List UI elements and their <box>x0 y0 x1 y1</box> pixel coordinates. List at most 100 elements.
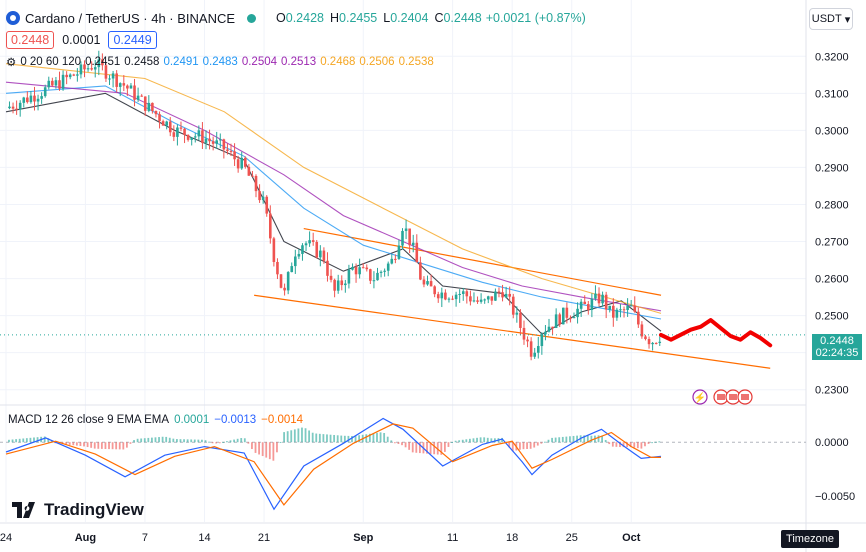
ohlc-close-value: 0.2448 <box>443 11 482 25</box>
candle-body <box>336 280 340 291</box>
macd-histogram-bar <box>426 442 428 454</box>
macd-histogram-bar <box>236 438 239 443</box>
moving-average-line <box>5 63 662 314</box>
buy-price-button[interactable]: 0.2449 <box>108 31 157 49</box>
macd-histogram-bar <box>243 438 246 443</box>
macd-histogram-bar <box>158 437 160 443</box>
candle-body <box>347 269 351 284</box>
candle-body <box>494 291 497 301</box>
macd-histogram-bar <box>47 438 50 443</box>
candle-body <box>22 97 26 103</box>
currency-select[interactable]: USDT ▾ <box>809 8 853 30</box>
candle-body <box>476 300 479 302</box>
candle-body <box>215 140 219 144</box>
market-open-icon <box>247 13 257 23</box>
ohlc-close-key: C <box>434 11 444 25</box>
candle-body <box>236 159 240 169</box>
macd-histogram-bar <box>304 428 307 443</box>
macd-y-tick-label: −0.0050 <box>815 491 855 503</box>
macd-histogram-bar <box>240 438 243 443</box>
candle-body <box>351 266 354 270</box>
macd-histogram-bar <box>393 442 396 444</box>
candle-body <box>472 300 476 302</box>
macd-histogram-bar <box>379 432 382 443</box>
candle-body <box>647 339 651 345</box>
macd-histogram-bar <box>347 435 350 443</box>
candle-body <box>218 139 222 141</box>
candle-body <box>222 139 226 150</box>
y-tick-label: 0.2300 <box>815 385 849 397</box>
macd-histogram-bar <box>376 432 378 443</box>
candle-body <box>93 67 97 70</box>
macd-histogram-bar <box>329 434 332 443</box>
macd-histogram-bar <box>247 442 250 444</box>
y-tick-label: 0.3200 <box>815 51 849 63</box>
candle-body <box>586 304 590 310</box>
macd-histogram-bar <box>440 442 443 455</box>
macd-histogram-bar <box>90 442 93 448</box>
macd-histogram-bar <box>268 442 271 460</box>
macd-histogram-bar <box>36 437 39 443</box>
y-tick-label: 0.2800 <box>815 199 849 211</box>
candle-body <box>261 196 265 201</box>
macd-histogram-bar <box>576 435 578 443</box>
candle-body <box>422 279 426 285</box>
candle-body <box>622 309 626 311</box>
macd-histogram-bar <box>43 436 46 443</box>
macd-histogram-bar <box>619 442 621 448</box>
macd-histogram-bar <box>415 442 418 453</box>
macd-histogram-bar <box>351 435 353 443</box>
macd-histogram-bar <box>640 442 643 449</box>
macd-histogram-bar <box>540 442 543 444</box>
candle-body <box>469 296 472 302</box>
macd-histogram-bar <box>326 434 328 443</box>
macd-histogram-bar <box>501 437 503 443</box>
macd-histogram-bar <box>404 442 407 448</box>
macd-histogram-bar <box>33 437 35 443</box>
candle-body <box>529 341 533 357</box>
candle-body <box>201 130 204 143</box>
candle-body <box>54 80 58 86</box>
candle-body <box>186 134 190 140</box>
candle-body <box>411 242 415 246</box>
macd-histogram-bar <box>211 442 214 444</box>
macd-histogram-bar <box>136 438 139 443</box>
candle-body <box>315 241 319 258</box>
y-tick-label: 0.3000 <box>815 125 849 137</box>
timezone-button[interactable]: Timezone <box>781 530 839 548</box>
candle-body <box>486 296 490 300</box>
macd-histogram-bar <box>129 442 132 444</box>
x-tick-label: 14 <box>198 532 210 544</box>
macd-histogram-bar <box>315 433 318 443</box>
tradingview-logo[interactable]: TradingView <box>12 500 144 520</box>
candle-body <box>583 301 587 305</box>
candle-body <box>383 270 386 272</box>
macd-histogram-bar <box>251 442 253 450</box>
candle-body <box>433 286 436 295</box>
candle-body <box>533 352 537 357</box>
candle-body <box>326 260 329 276</box>
macd-histogram-bar <box>561 436 564 443</box>
last-price-value: 0.2448 <box>820 335 854 347</box>
macd-histogram-bar <box>165 436 168 443</box>
macd-histogram-bar <box>536 442 539 446</box>
macd-histogram-bar <box>93 442 96 449</box>
candle-body <box>436 294 440 299</box>
ma-settings-icon[interactable]: ⚙ <box>6 57 17 69</box>
sell-price-button[interactable]: 0.2448 <box>6 31 55 49</box>
candle-body <box>354 266 358 275</box>
macd-histogram-bar <box>65 442 68 445</box>
candle-body <box>36 98 40 102</box>
candle-body <box>286 272 290 291</box>
symbol-title[interactable]: Cardano / TetherUS · 4h · BINANCE <box>25 10 236 26</box>
candle-body <box>554 314 558 328</box>
x-tick-label: 18 <box>506 532 518 544</box>
macd-histogram-bar <box>308 430 311 443</box>
ma-value: 0.2468 <box>320 56 356 68</box>
candle-body <box>515 312 519 315</box>
macd-histogram-bar <box>233 439 235 443</box>
macd-histogram-bar <box>572 435 575 443</box>
macd-histogram-bar <box>526 442 528 449</box>
macd-histogram-bar <box>397 442 400 444</box>
